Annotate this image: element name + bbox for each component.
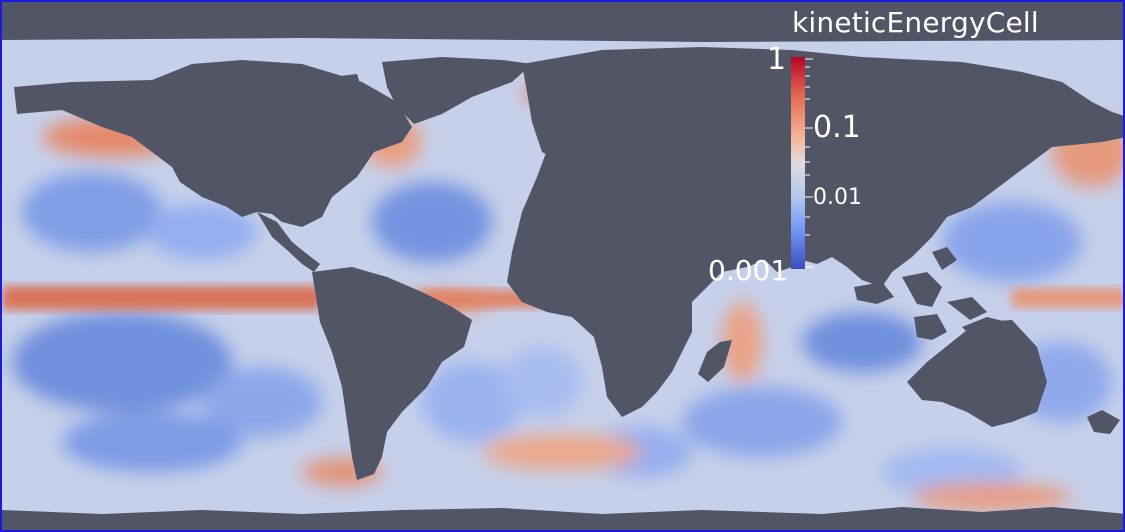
scale-tick-max: 1 (767, 42, 786, 77)
scale-tick-hundredth: 0.01 (813, 185, 862, 210)
color-scale-bar (791, 57, 805, 269)
legend-title: kineticEnergyCell (792, 6, 1039, 39)
scale-tick-min: 0.001 (708, 254, 788, 287)
color-scale-ticks (805, 57, 813, 269)
scale-tick-tenth: 0.1 (813, 110, 861, 145)
